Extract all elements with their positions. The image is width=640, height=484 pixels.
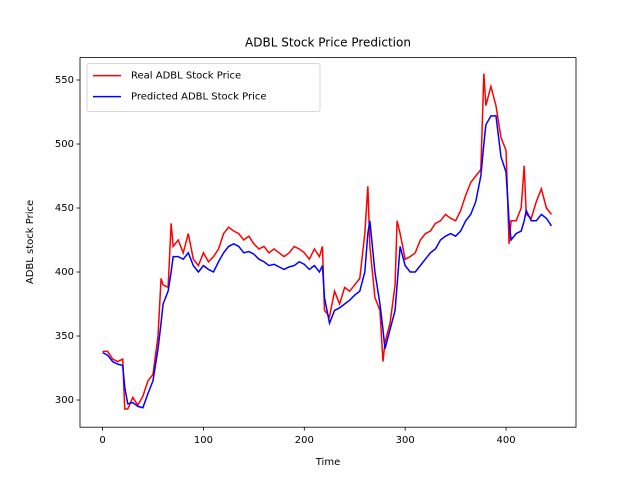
y-tick-label: 300 xyxy=(55,395,74,406)
x-axis-label: Time xyxy=(315,457,340,468)
y-axis-label: ADBL stock Price xyxy=(25,200,36,284)
x-tick-label: 0 xyxy=(99,435,105,446)
y-tick-label: 550 xyxy=(55,75,74,86)
y-tick-label: 400 xyxy=(55,267,74,278)
x-tick-label: 300 xyxy=(396,435,415,446)
y-tick-label: 450 xyxy=(55,203,74,214)
chart-title: ADBL Stock Price Prediction xyxy=(245,36,411,50)
legend-box xyxy=(86,63,321,112)
y-tick-label: 350 xyxy=(55,331,74,342)
plot-frame xyxy=(79,57,577,428)
x-tick-label: 100 xyxy=(194,435,213,446)
legend-label: Real ADBL Stock Price xyxy=(131,71,241,82)
line-series xyxy=(102,73,553,410)
legend-label: Predicted ADBL Stock Price xyxy=(131,92,267,103)
x-tick-label: 400 xyxy=(496,435,515,446)
line-series xyxy=(102,115,553,409)
x-tick-label: 200 xyxy=(295,435,314,446)
y-tick-label: 500 xyxy=(55,139,74,150)
